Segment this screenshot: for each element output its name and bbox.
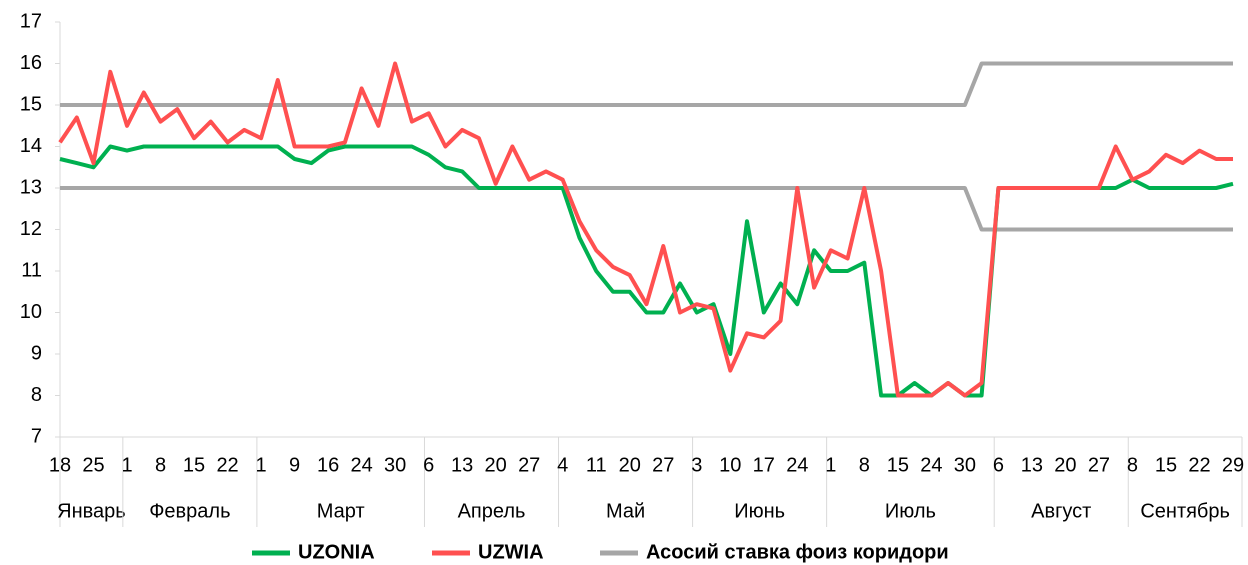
x-tick-label: 27 bbox=[1088, 454, 1110, 476]
x-tick-label: 24 bbox=[920, 454, 942, 476]
legend-label: Асосий ставка фоиз коридори bbox=[646, 541, 949, 563]
series-line bbox=[58, 61, 1233, 398]
month-label: Апрель bbox=[458, 500, 526, 522]
x-tick-label: 3 bbox=[691, 454, 702, 476]
x-tick-label: 10 bbox=[719, 454, 741, 476]
y-tick-label: 15 bbox=[20, 93, 42, 115]
x-tick-label: 1 bbox=[256, 454, 267, 476]
month-label: Июнь bbox=[734, 500, 785, 522]
x-tick-label: 22 bbox=[1188, 454, 1210, 476]
y-tick-label: 9 bbox=[31, 342, 42, 364]
y-tick-label: 14 bbox=[20, 135, 42, 157]
x-tick-label: 17 bbox=[753, 454, 775, 476]
x-tick-label: 13 bbox=[1021, 454, 1043, 476]
x-tick-label: 24 bbox=[351, 454, 373, 476]
x-tick-label: 30 bbox=[384, 454, 406, 476]
x-tick-label: 4 bbox=[557, 454, 568, 476]
x-tick-label: 30 bbox=[954, 454, 976, 476]
x-tick-label: 22 bbox=[216, 454, 238, 476]
x-tick-label: 1 bbox=[121, 454, 132, 476]
month-label: Сентябрь bbox=[1140, 500, 1230, 522]
series-line bbox=[59, 144, 1234, 398]
y-tick-label: 7 bbox=[31, 425, 42, 447]
x-tick-label: 11 bbox=[586, 454, 607, 476]
y-tick-label: 13 bbox=[20, 176, 42, 198]
x-tick-label: 20 bbox=[1054, 454, 1076, 476]
x-tick-label: 13 bbox=[451, 454, 473, 476]
legend-label: UZONIA bbox=[298, 541, 375, 563]
x-tick-label: 16 bbox=[317, 454, 339, 476]
y-tick-label: 16 bbox=[20, 52, 42, 74]
y-tick-label: 8 bbox=[31, 384, 42, 406]
month-label: Март bbox=[317, 500, 365, 522]
x-tick-label: 1 bbox=[825, 454, 836, 476]
x-tick-label: 6 bbox=[423, 454, 434, 476]
y-tick-label: 10 bbox=[20, 301, 42, 323]
month-label: Июль bbox=[885, 500, 936, 522]
month-label: Май bbox=[606, 500, 645, 522]
x-tick-label: 15 bbox=[1155, 454, 1177, 476]
month-label: Февраль bbox=[149, 500, 230, 522]
x-tick-label: 8 bbox=[155, 454, 166, 476]
x-tick-label: 24 bbox=[786, 454, 808, 476]
legend-label: UZWIA bbox=[478, 541, 544, 563]
corridor-lower-line bbox=[60, 186, 1233, 232]
x-tick-label: 8 bbox=[859, 454, 870, 476]
x-tick-label: 8 bbox=[1127, 454, 1138, 476]
y-tick-label: 17 bbox=[20, 10, 42, 32]
x-tick-label: 25 bbox=[82, 454, 104, 476]
x-tick-label: 15 bbox=[887, 454, 909, 476]
x-tick-label: 18 bbox=[49, 454, 71, 476]
x-tick-label: 20 bbox=[619, 454, 641, 476]
x-tick-label: 6 bbox=[993, 454, 1004, 476]
y-tick-label: 12 bbox=[20, 218, 42, 240]
x-tick-label: 20 bbox=[485, 454, 507, 476]
month-label: Январь bbox=[57, 500, 126, 522]
x-tick-label: 9 bbox=[289, 454, 300, 476]
legend: UZONIA UZWIA Асосий ставка фоиз коридори bbox=[252, 541, 949, 563]
y-tick-label: 11 bbox=[21, 259, 42, 281]
x-tick-label: 15 bbox=[183, 454, 205, 476]
month-label: Август bbox=[1031, 500, 1091, 522]
x-tick-label: 27 bbox=[652, 454, 674, 476]
corridor-upper-line bbox=[60, 61, 1233, 107]
x-tick-label: 29 bbox=[1222, 454, 1244, 476]
x-tick-label: 27 bbox=[518, 454, 540, 476]
